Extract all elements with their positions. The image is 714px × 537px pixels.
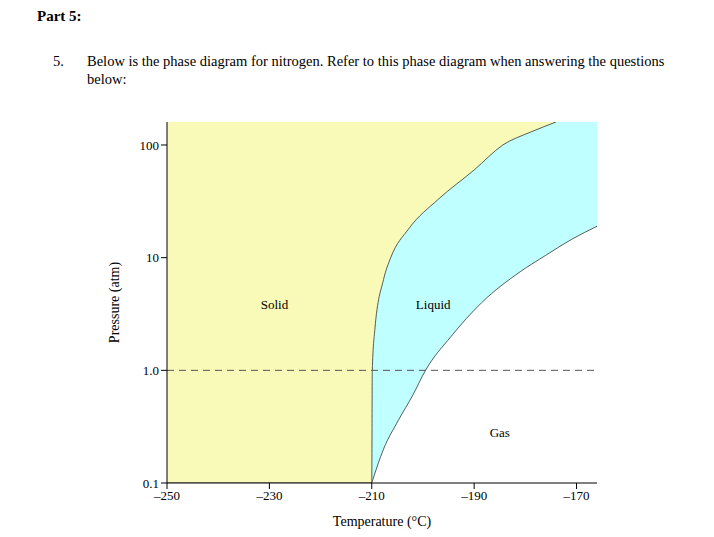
svg-text:–210: –210 [358,488,385,503]
svg-text:Solid: Solid [261,297,289,312]
svg-text:Pressure (atm): Pressure (atm) [107,262,123,344]
svg-text:–250: –250 [154,488,180,504]
svg-text:0.1: 0.1 [143,476,159,491]
html-text:Below is the phase diagram for: Below is the phase diagram for nitrogen.… [87,53,665,87]
svg-text:Gas: Gas [490,425,510,440]
svg-text:1.0: 1.0 [143,363,159,378]
html-text:Part 5:: Part 5: [37,8,82,24]
svg-text:–230: –230 [255,488,282,503]
html-text:5.: 5. [53,53,64,69]
svg-text:10: 10 [146,250,159,265]
svg-text:–170: –170 [563,488,590,503]
svg-text:Temperature (°C): Temperature (°C) [333,514,432,529]
svg-text:–190: –190 [460,488,487,503]
svg-text:Liquid: Liquid [416,297,451,312]
svg-text:100: 100 [140,138,160,153]
